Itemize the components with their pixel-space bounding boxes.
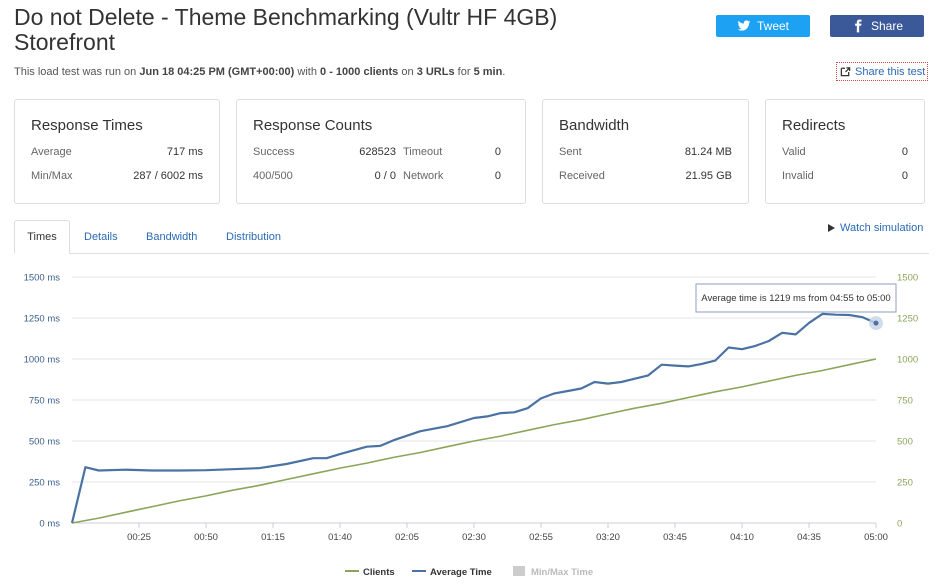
average-label: Average — [31, 146, 72, 158]
y-tick-label-left: 1250 ms — [24, 314, 61, 325]
received-label: Received — [559, 170, 605, 182]
tab-distribution[interactable]: Distribution — [226, 231, 282, 243]
sent-label: Sent — [559, 146, 582, 158]
tab-bandwidth[interactable]: Bandwidth — [146, 231, 198, 243]
x-tick-label: 00:50 — [194, 532, 218, 543]
x-tick-label: 00:25 — [127, 532, 151, 543]
y-tick-label-right: 250 — [897, 478, 913, 489]
test-date: Jun 18 04:25 PM (GMT+00:00) — [139, 66, 295, 78]
x-tick-label: 03:20 — [596, 532, 620, 543]
x-tick-label: 02:30 — [462, 532, 486, 543]
tab-times[interactable]: Times — [14, 220, 70, 254]
bandwidth-card: Bandwidth Sent 81.24 MB Received 21.95 GB — [542, 99, 749, 204]
invalid-label: Invalid — [782, 170, 814, 182]
tweet-label: Tweet — [756, 19, 789, 33]
play-icon — [828, 224, 835, 232]
facebook-share-button[interactable]: Share — [830, 15, 924, 37]
received-value: 21.95 GB — [685, 170, 732, 182]
x-tick-label: 04:10 — [730, 532, 754, 543]
y-tick-label-right: 1500 — [897, 273, 918, 284]
y-tick-label-right: 0 — [897, 519, 902, 530]
legend-average-time-label: Average Time — [430, 567, 492, 578]
y-tick-label-left: 500 ms — [29, 437, 60, 448]
legend-clients-label: Clients — [363, 567, 395, 578]
chart-tooltip-box — [695, 283, 897, 313]
y-tick-label-left: 1000 ms — [24, 355, 61, 366]
y-tick-label-left: 250 ms — [29, 478, 60, 489]
valid-label: Valid — [782, 146, 806, 158]
card-title: Response Counts — [253, 117, 373, 134]
invalid-value: 0 — [901, 170, 908, 182]
network-label: Network — [403, 170, 444, 182]
test-duration: 5 min — [473, 66, 503, 78]
twitter-icon — [737, 20, 751, 31]
chart-tabs: Times Details Bandwidth Distribution — [14, 220, 929, 254]
clients-series-line — [71, 358, 877, 524]
network-value: 0 — [494, 170, 501, 182]
sent-value: 81.24 MB — [684, 146, 732, 158]
success-value: 628523 — [359, 146, 396, 158]
error-value: 0 / 0 — [374, 170, 396, 182]
legend-minmax-time-marker — [513, 566, 525, 576]
minmax-value: 287 / 6002 ms — [133, 170, 203, 182]
test-summary: This load test was run on Jun 18 04:25 P… — [14, 66, 506, 78]
y-tick-label-left: 750 ms — [29, 396, 60, 407]
tab-details[interactable]: Details — [84, 231, 118, 243]
x-tick-label: 02:05 — [395, 532, 419, 543]
watch-simulation-link[interactable]: Watch simulation — [828, 222, 923, 234]
error-label: 400/500 — [253, 170, 293, 182]
x-tick-label: 04:35 — [797, 532, 821, 543]
redirects-card: Redirects Valid 0 Invalid 0 — [765, 99, 925, 204]
page-title: Do not Delete - Theme Benchmarking (Vult… — [14, 4, 558, 55]
share-label: Share — [870, 19, 904, 33]
y-tick-label-right: 500 — [897, 437, 913, 448]
response-counts-card: Response Counts Success 628523 Timeout 0 40… — [236, 99, 526, 204]
y-tick-label-left: 0 ms — [39, 519, 60, 530]
y-tick-label-left: 1500 ms — [24, 273, 61, 284]
x-tick-label: 03:45 — [663, 532, 687, 543]
y-tick-label-right: 1250 — [897, 314, 918, 325]
hover-point — [873, 320, 879, 326]
legend-minmax-time-label: Min/Max Time — [531, 567, 593, 578]
tweet-button[interactable]: Tweet — [716, 15, 810, 37]
test-urls: 3 URLs — [416, 66, 455, 78]
card-title: Response Times — [31, 117, 143, 134]
times-chart: 0 ms 250 ms 500 ms 750 ms 1000 ms 1250 ms 1500… — [24, 273, 919, 579]
valid-value: 0 — [901, 146, 908, 158]
y-tick-label-right: 750 — [897, 396, 913, 407]
share-icon — [840, 67, 851, 77]
chart-tooltip-text: Average time is 1219 ms from 04:55 to 05… — [701, 293, 890, 304]
timeout-label: Timeout — [403, 146, 443, 158]
facebook-icon — [855, 19, 862, 33]
average-value: 717 ms — [166, 146, 203, 158]
x-tick-label: 01:15 — [261, 532, 285, 543]
success-label: Success — [253, 146, 295, 158]
x-tick-label: 01:40 — [328, 532, 352, 543]
response-times-card: Response Times Average 717 ms Min/Max 287 … — [14, 99, 220, 204]
card-title: Redirects — [782, 117, 846, 134]
y-tick-label-right: 1000 — [897, 355, 918, 366]
x-tick-label: 05:00 — [864, 532, 888, 543]
minmax-label: Min/Max — [31, 170, 73, 182]
share-this-test-link[interactable]: Share this test — [836, 62, 928, 81]
x-tick-label: 02:55 — [529, 532, 553, 543]
average-time-series-line — [70, 312, 877, 524]
test-clients: 0 - 1000 clients — [320, 66, 399, 78]
card-title: Bandwidth — [559, 117, 630, 134]
timeout-value: 0 — [494, 146, 501, 158]
